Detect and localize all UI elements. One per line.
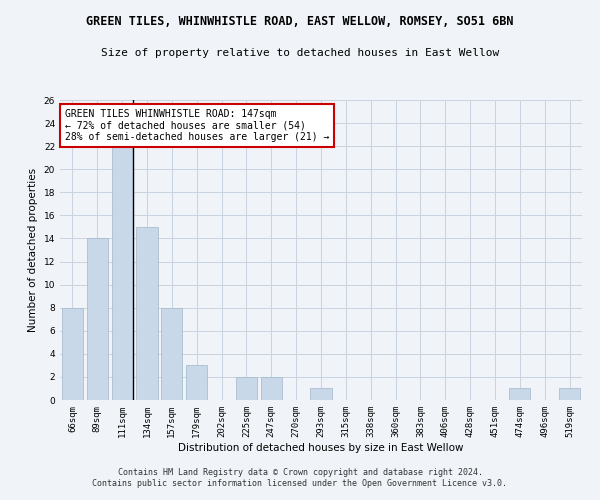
Bar [236,377,257,400]
Y-axis label: Number of detached properties: Number of detached properties [28,168,38,332]
Bar [136,227,158,400]
Text: Size of property relative to detached houses in East Wellow: Size of property relative to detached ho… [101,48,499,58]
Bar [161,308,182,400]
Bar [112,146,133,400]
Bar [310,388,332,400]
Bar [87,238,108,400]
Text: GREEN TILES, WHINWHISTLE ROAD, EAST WELLOW, ROMSEY, SO51 6BN: GREEN TILES, WHINWHISTLE ROAD, EAST WELL… [86,15,514,28]
Bar [559,388,580,400]
Text: GREEN TILES WHINWHISTLE ROAD: 147sqm
← 72% of detached houses are smaller (54)
2: GREEN TILES WHINWHISTLE ROAD: 147sqm ← 7… [65,109,329,142]
X-axis label: Distribution of detached houses by size in East Wellow: Distribution of detached houses by size … [178,442,464,452]
Text: Contains HM Land Registry data © Crown copyright and database right 2024.
Contai: Contains HM Land Registry data © Crown c… [92,468,508,487]
Bar [261,377,282,400]
Bar [62,308,83,400]
Bar [509,388,530,400]
Bar [186,366,207,400]
